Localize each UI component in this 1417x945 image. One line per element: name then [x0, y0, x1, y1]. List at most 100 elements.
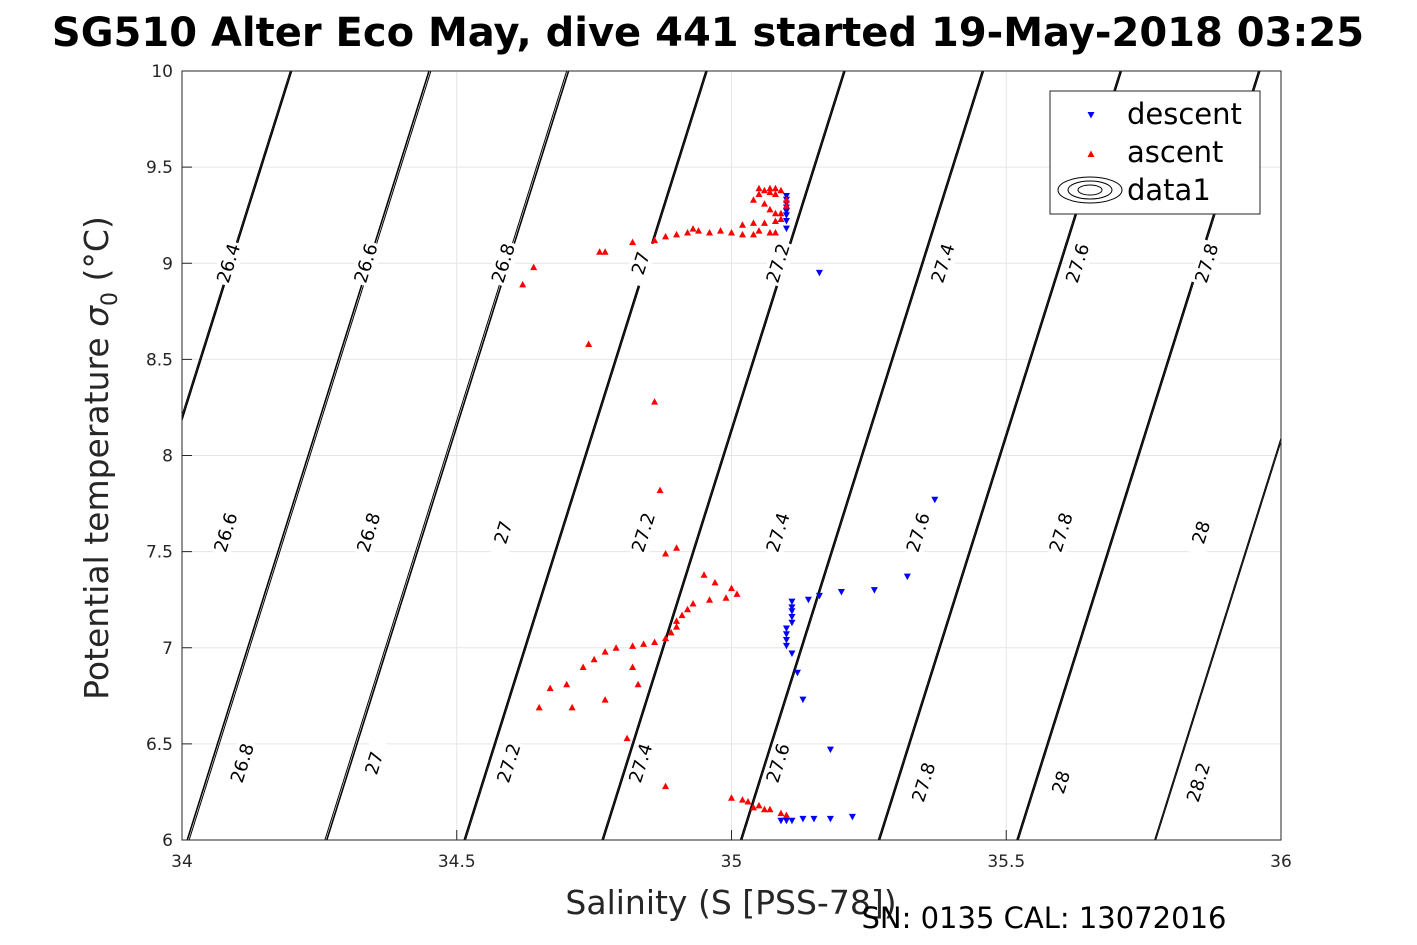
- legend-descent-label: descent: [1127, 97, 1242, 131]
- ascent-point: [662, 550, 670, 557]
- descent-point: [777, 817, 785, 825]
- ascent-point: [612, 644, 620, 651]
- descent-point: [782, 208, 790, 215]
- isopycnal-line: [465, 71, 708, 840]
- contour-label-background: [348, 238, 384, 288]
- ascent-point: [738, 221, 746, 228]
- descent-point: [815, 592, 823, 600]
- isopycnal-line: [188, 71, 432, 840]
- ascent-point: [662, 634, 670, 642]
- contour-label-background: [208, 508, 244, 557]
- isopycnal-line: [739, 71, 983, 840]
- legend-box: [1049, 90, 1261, 215]
- contour-label-background: [623, 238, 658, 288]
- ascent-point: [519, 280, 527, 288]
- descent-point: [810, 815, 818, 823]
- ascent-point: [684, 605, 692, 613]
- chart-title: SG510 Alter Eco May, dive 441 started 19…: [52, 10, 1364, 56]
- y-tick-label: 9.5: [146, 158, 173, 178]
- ascent-point: [733, 590, 741, 597]
- x-tick-label: 35: [721, 852, 743, 872]
- ascent-point: [771, 209, 779, 217]
- ascent-point: [563, 680, 571, 688]
- isopycnal-line: [1155, 439, 1281, 840]
- isopycnal-line: [1154, 436, 1281, 840]
- ascent-point: [771, 190, 779, 198]
- legend-ascent-label: ascent: [1127, 135, 1223, 169]
- contour-label-background: [1044, 758, 1079, 807]
- ascent-point: [711, 578, 719, 586]
- ascent-point: [749, 230, 757, 238]
- ascent-point: [673, 623, 681, 630]
- isopycnal-line: [601, 71, 845, 840]
- y-axis-ticks: 6 6.5 7 7.5 8 8.5 9 9.5 10: [146, 62, 192, 851]
- x-axis-ticks: 34 34.5 35 35.5 36: [171, 830, 1292, 872]
- isopycnal-line: [325, 71, 569, 840]
- isopycnal-line: [324, 71, 568, 840]
- isopycnal-line: [740, 71, 984, 840]
- descent-point: [782, 225, 790, 233]
- ascent-point: [662, 232, 670, 240]
- ascent-point: [678, 611, 686, 619]
- ascent-point: [579, 663, 587, 670]
- ascent-point: [782, 202, 790, 209]
- ascent-point: [766, 228, 774, 236]
- ascent-point: [629, 663, 637, 670]
- contour-label-background: [1044, 508, 1079, 557]
- contour-label-background: [761, 238, 796, 288]
- ascent-point: [782, 196, 790, 203]
- ascent-point: [667, 628, 675, 636]
- ascent-point: [546, 684, 554, 692]
- y-tick-label: 7.5: [146, 543, 173, 563]
- descent-point: [793, 669, 801, 677]
- ascent-point: [744, 798, 752, 805]
- ascent-point: [585, 340, 593, 347]
- contour-label-background: [351, 508, 386, 557]
- ascent-point: [601, 696, 609, 703]
- ascent-point: [760, 200, 768, 207]
- descent-point: [788, 619, 796, 627]
- ascent-point: [760, 219, 768, 226]
- ascent-point: [673, 617, 681, 624]
- y-tick-label: 10: [151, 62, 173, 82]
- ascent-point: [623, 734, 631, 742]
- y-tick-label: 6: [162, 831, 173, 851]
- data-points: [519, 184, 939, 825]
- contour-label-background: [906, 758, 941, 807]
- descent-point: [788, 613, 796, 621]
- descent-point: [782, 637, 790, 644]
- contour-label-background: [1060, 238, 1095, 288]
- ascent-point: [673, 230, 681, 238]
- isopycnal-line: [186, 71, 430, 840]
- descent-point: [826, 746, 834, 754]
- ascent-point: [651, 398, 659, 405]
- isopycnal-line: [602, 71, 846, 840]
- isopycnal-line: [326, 71, 570, 840]
- ascent-point: [771, 217, 779, 224]
- ascent-point: [651, 236, 659, 244]
- ascent-point: [601, 248, 609, 255]
- ascent-point: [749, 196, 757, 203]
- ascent-point: [728, 584, 735, 592]
- ascent-point: [766, 188, 774, 196]
- x-tick-label: 35.5: [987, 852, 1025, 872]
- descent-point: [782, 642, 790, 650]
- y-tick-label: 8: [162, 447, 173, 467]
- ascent-point: [601, 648, 609, 655]
- descent-point: [782, 625, 790, 633]
- contour-label-background: [486, 508, 521, 557]
- ascent-point: [766, 805, 774, 813]
- ascent-point: [777, 809, 785, 817]
- ascent-point: [535, 703, 543, 711]
- ascent-point: [749, 803, 757, 811]
- y-tick-label: 8.5: [146, 350, 173, 370]
- ascent-point: [568, 703, 576, 711]
- isopycnal-line: [186, 71, 430, 840]
- descent-point: [782, 212, 790, 219]
- descent-point: [804, 596, 812, 604]
- contour-label-background: [761, 508, 796, 557]
- descent-point: [788, 608, 796, 615]
- isopycnal-line: [182, 71, 293, 423]
- descent-point: [782, 192, 790, 200]
- legend-data1-contour-icon: [1057, 176, 1123, 204]
